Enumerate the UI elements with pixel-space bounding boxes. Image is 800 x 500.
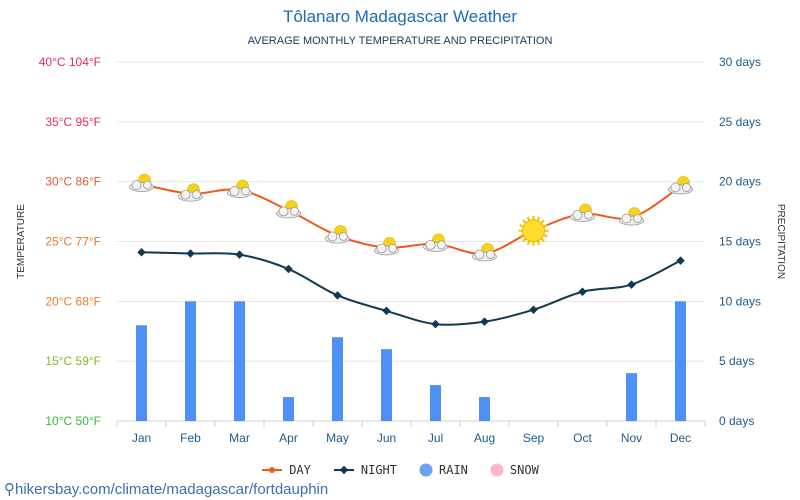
y-left-tick-label: 25°C 77°F [45,235,101,249]
y-right-tick-label: 25 days [719,115,761,129]
legend-label-night: NIGHT [360,463,397,477]
partly-cloudy-icon [374,237,399,256]
y-left-axis-title: TEMPERATURE [16,204,27,279]
legend-snow-dot-icon [490,463,504,477]
sun-icon [518,215,549,246]
y-right-tick-label: 20 days [719,175,761,189]
legend-item-night[interactable]: NIGHT [333,463,397,477]
rain-bar[interactable] [430,385,441,421]
x-tick-label: Aug [474,431,495,445]
partly-cloudy-icon [178,183,203,202]
x-tick-label: Jan [132,431,151,445]
x-tick-label: Jul [428,431,443,445]
rain-bar[interactable] [381,349,392,421]
night-point[interactable] [480,317,489,326]
source-link[interactable]: ⚲hikersbay.com/climate/madagascar/fortda… [4,481,329,498]
y-left-tick-label: 35°C 95°F [45,115,101,129]
rain-bar[interactable] [185,301,196,421]
legend-rain-dot-icon [419,463,433,477]
partly-cloudy-icon [129,173,154,192]
legend-label-snow: SNOW [509,463,539,477]
y-right-tick-label: 15 days [719,235,761,249]
night-point[interactable] [578,287,587,297]
rain-bar[interactable] [675,301,686,421]
y-right-tick-label: 10 days [719,294,761,308]
rain-bar[interactable] [479,397,490,421]
night-point[interactable] [529,305,538,314]
night-point[interactable] [431,319,440,329]
chart-title: Tôlanaro Madagascar Weather [282,7,518,26]
x-tick-label: Oct [573,431,592,445]
legend-item-rain[interactable]: RAIN [419,463,468,477]
night-point[interactable] [235,250,244,259]
legend-night-line-icon [333,465,354,475]
y-right-tick-label: 0 days [719,414,754,428]
y-right-tick-label: 30 days [719,55,761,69]
legend-label-day: DAY [289,463,311,477]
x-tick-label: Mar [229,431,250,445]
y-right-tick-label: 5 days [719,354,754,368]
x-tick-label: Apr [279,431,298,445]
rain-bar[interactable] [626,373,637,421]
x-tick-label: Feb [180,431,201,445]
night-series-line [141,251,681,326]
partly-cloudy-icon [472,243,497,262]
rain-bar[interactable] [136,325,147,421]
chart-subtitle: AVERAGE MONTHLY TEMPERATURE AND PRECIPIT… [247,35,553,47]
x-tick-label: Nov [621,431,642,445]
weather-chart: 10°C 50°F 0 days 15°C 59°F 5 days 20°C 68°F 1… [16,55,786,445]
partly-cloudy-icon [227,179,252,198]
rain-bar[interactable] [283,397,294,421]
y-left-tick-label: 40°C 104°F [39,55,101,69]
partly-cloudy-icon [325,225,350,244]
legend-item-day[interactable]: DAY [261,463,311,477]
y-right-axis-title: PRECIPITATION [775,204,786,279]
rain-bar[interactable] [234,301,245,421]
night-point[interactable] [186,249,195,258]
day-series-line [141,183,682,255]
pin-icon: ⚲ [4,481,15,498]
partly-cloudy-icon [619,207,644,226]
x-tick-label: May [326,431,349,445]
partly-cloudy-icon [276,200,301,219]
x-tick-label: Dec [670,431,691,445]
partly-cloudy-icon [668,176,693,195]
night-point[interactable] [676,256,685,265]
y-left-tick-label: 20°C 68°F [45,294,101,308]
night-point[interactable] [382,306,391,316]
partly-cloudy-icon [570,203,595,222]
partly-cloudy-icon [423,233,448,252]
chart-legend: DAY NIGHT RAIN SNOW [0,463,800,477]
rain-bar[interactable] [332,337,343,421]
y-left-tick-label: 15°C 59°F [45,354,101,368]
legend-day-line-icon [262,467,283,473]
legend-item-snow[interactable]: SNOW [490,463,539,477]
legend-label-rain: RAIN [439,463,468,477]
night-point[interactable] [333,291,342,300]
night-point[interactable] [137,248,146,257]
x-tick-label: Sep [523,431,545,445]
y-left-tick-label: 30°C 86°F [45,175,101,189]
night-point[interactable] [284,264,293,274]
night-point[interactable] [627,280,636,289]
x-tick-label: Jun [377,431,396,445]
y-left-tick-label: 10°C 50°F [45,414,101,428]
